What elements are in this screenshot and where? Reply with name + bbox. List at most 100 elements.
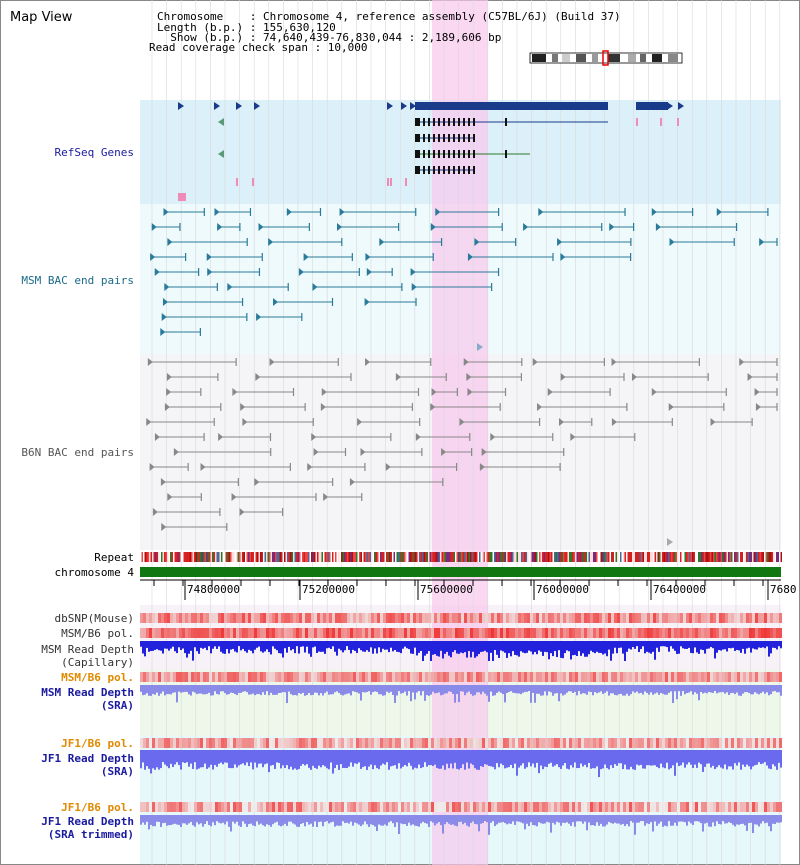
repeat-segment (299, 552, 301, 562)
msm-b6-pol-sra-cell (377, 672, 380, 682)
track-label-msm-read-depth-sra[interactable]: MSM Read Depth (SRA) (41, 686, 134, 712)
repeat-segment (728, 552, 730, 562)
track-label-jf1-read-depth-sra[interactable]: JF1 Read Depth (SRA) (41, 752, 134, 778)
msm-b6-pol-sra-cell (374, 672, 377, 682)
track-label-repeat[interactable]: Repeat (94, 551, 134, 564)
track-label-chromosome[interactable]: chromosome 4 (54, 566, 134, 579)
jf1-b6-pol-cell (320, 738, 323, 748)
dbsnp-cell (665, 613, 668, 623)
jf1-depth-sra-line2: (SRA) (100, 765, 134, 778)
track-label-msm-read-depth-capillary[interactable]: MSM Read Depth (Capillary) (41, 643, 134, 669)
track-label-jf1-b6-pol-2[interactable]: JF1/B6 pol. (61, 801, 134, 814)
msm-depth-sra-bar (580, 685, 582, 695)
msm-depth-capillary-bar (474, 641, 476, 658)
msm-depth-sra-bar (650, 685, 652, 693)
repeat-segment (209, 552, 211, 562)
msm-b6-pol-sra-cell (203, 672, 206, 682)
jf1-depth-trim-bar (140, 815, 142, 825)
jf1-b6-pol-trim-cell (683, 802, 686, 812)
jf1-depth-trim-bar (692, 815, 694, 825)
jf1-depth-trim-bar (482, 815, 484, 823)
dbsnp-cell (728, 613, 731, 623)
msm-b6-pol-cell (476, 628, 479, 638)
repeat-segment (140, 552, 142, 562)
jf1-depth-trim-bar (602, 815, 604, 827)
msm-depth-capillary-bar (614, 641, 616, 648)
jf1-b6-pol-trim-cell (380, 802, 383, 812)
jf1-depth-sra-bar (502, 750, 504, 766)
msm-b6-pol-cell (146, 628, 149, 638)
dbsnp-cell (524, 613, 527, 623)
msm-b6-pol-cell (713, 628, 716, 638)
jf1-depth-trim-bar (386, 815, 388, 826)
msm-b6-pol-sra-cell (614, 672, 617, 682)
track-label-msm-b6-pol-2[interactable]: MSM/B6 pol. (61, 671, 134, 684)
gene-arrow (218, 150, 224, 158)
msm-depth-sra-bar (768, 685, 770, 696)
msm-depth-sra-bar (504, 685, 506, 703)
dbsnp-cell (542, 613, 545, 623)
repeat-segment (354, 552, 356, 562)
track-label-jf1-b6-pol[interactable]: JF1/B6 pol. (61, 737, 134, 750)
msm-b6-pol-sra-cell (341, 672, 344, 682)
msm-bac-end (339, 208, 345, 216)
msm-b6-pol-sra-cell (758, 672, 761, 682)
jf1-depth-trim-bar (630, 815, 632, 822)
track-label-b6n-bac[interactable]: B6N BAC end pairs (21, 446, 134, 459)
msm-b6-pol-sra-cell (581, 672, 584, 682)
msm-depth-cap-line1: MSM Read Depth (41, 643, 134, 656)
msm-depth-sra-bar (256, 685, 258, 695)
track-label-jf1-read-depth-trimmed[interactable]: JF1 Read Depth (SRA trimmed) (41, 815, 134, 841)
repeat-segment (359, 552, 361, 562)
jf1-depth-trim-bar (756, 815, 758, 825)
msm-depth-capillary-bar (540, 641, 542, 652)
jf1-b6-pol-trim-cell (770, 802, 773, 812)
jf1-b6-pol-cell (218, 738, 221, 748)
repeat-segment (710, 552, 712, 562)
msm-b6-pol-sra-cell (332, 672, 335, 682)
repeat-segment (189, 552, 191, 562)
track-label-msm-bac[interactable]: MSM BAC end pairs (21, 274, 134, 287)
msm-b6-pol-cell (521, 628, 524, 638)
b6n-bac-end (173, 448, 179, 456)
msm-depth-capillary-bar (644, 641, 646, 654)
track-label-refseq-genes[interactable]: RefSeq Genes (54, 146, 134, 159)
track-label-dbsnp[interactable]: dbSNP(Mouse) (54, 612, 134, 625)
msm-b6-pol-sra-cell (221, 672, 224, 682)
msm-depth-capillary-bar (508, 641, 510, 654)
jf1-depth-sra-bar (706, 750, 708, 764)
repeat-segment (285, 552, 287, 562)
msm-depth-sra-bar (264, 685, 266, 695)
msm-depth-capillary-bar (154, 641, 156, 650)
jf1-depth-trim-bar (584, 815, 586, 822)
dbsnp-cell (494, 613, 497, 623)
msm-depth-sra-bar (160, 685, 162, 694)
jf1-b6-pol-trim-cell (506, 802, 509, 812)
msm-depth-sra-bar (484, 685, 486, 694)
repeat-segment (701, 552, 703, 562)
jf1-b6-pol-trim-cell (698, 802, 701, 812)
jf1-b6-pol-trim-cell (269, 802, 272, 812)
jf1-depth-trim-bar (312, 815, 314, 827)
jf1-b6-pol-cell (554, 738, 557, 748)
dbsnp-cell (554, 613, 557, 623)
msm-b6-pol-sra-cell (644, 672, 647, 682)
jf1-b6-pol-cell (761, 738, 764, 748)
jf1-b6-pol-trim-cell (656, 802, 659, 812)
repeat-segment (635, 552, 637, 562)
dbsnp-cell (155, 613, 158, 623)
repeat-segment (321, 552, 323, 562)
jf1-b6-pol-cell (767, 738, 770, 748)
msm-b6-pol-sra-cell (155, 672, 158, 682)
jf1-depth-sra-bar (566, 750, 568, 769)
msm-depth-sra-bar (732, 685, 734, 693)
track-label-msm-b6-pol[interactable]: MSM/B6 pol. (61, 627, 134, 640)
jf1-b6-pol-trim-cell (731, 802, 734, 812)
msm-depth-sra-bar (686, 685, 688, 693)
b6n-bac-end (547, 388, 553, 396)
msm-depth-sra-bar (436, 685, 438, 694)
msm-depth-capillary-bar (548, 641, 550, 660)
msm-depth-capillary-bar (274, 641, 276, 649)
repeat-segment (462, 552, 464, 562)
